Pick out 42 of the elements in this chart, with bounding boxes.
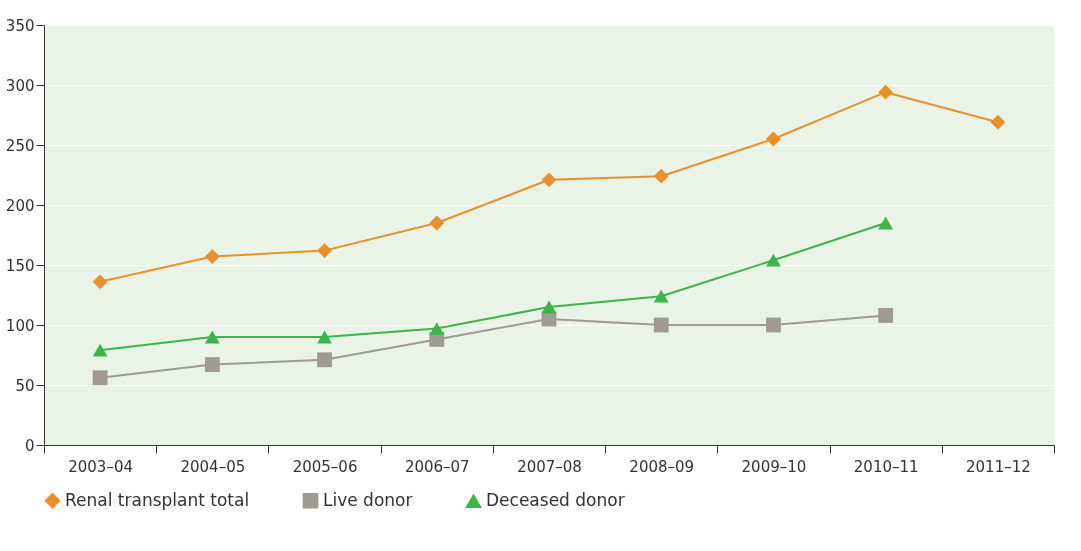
- y-tick-label: 200: [5, 196, 35, 215]
- legend-label: Deceased donor: [486, 490, 625, 511]
- point: [541, 172, 557, 188]
- y-tick-label: 250: [5, 136, 35, 155]
- point: [878, 216, 894, 230]
- point: [653, 317, 669, 333]
- x-tick-label: 2008–09: [629, 457, 695, 476]
- y-tick-label: 150: [5, 256, 35, 275]
- x-tick-label: 2007–08: [517, 457, 582, 476]
- x-tick-label: 2010–11: [853, 457, 919, 476]
- point: [317, 352, 332, 368]
- point: [878, 84, 894, 100]
- point: [878, 307, 894, 323]
- point: [766, 317, 781, 333]
- x-tick-label: 2004–05: [180, 457, 246, 476]
- point: [92, 343, 108, 357]
- point: [429, 215, 445, 231]
- x-tick-label: 2011–12: [966, 457, 1031, 476]
- point: [653, 168, 669, 184]
- point: [317, 330, 332, 344]
- x-tick-label: 2005–06: [292, 457, 358, 476]
- y-tick-label: 0: [24, 436, 35, 455]
- point: [204, 357, 220, 373]
- point: [766, 253, 781, 267]
- point: [92, 370, 108, 386]
- y-tick-label: 300: [5, 76, 35, 95]
- y-tick-label: 100: [5, 316, 35, 335]
- point: [990, 114, 1006, 130]
- x-tick-label: 2009–10: [741, 457, 807, 476]
- point: [653, 289, 669, 303]
- point: [317, 243, 332, 259]
- point: [204, 249, 220, 265]
- x-tick-label: 2003–04: [68, 457, 133, 476]
- y-tick-label: 350: [5, 16, 35, 35]
- point: [541, 300, 557, 314]
- legend-label: Live donor: [323, 489, 413, 510]
- point: [204, 330, 220, 344]
- point: [92, 274, 108, 290]
- point: [429, 322, 445, 336]
- legend-label: Renal transplant total: [65, 489, 250, 510]
- y-tick-label: 50: [15, 376, 35, 395]
- x-tick-label: 2006–07: [404, 457, 470, 476]
